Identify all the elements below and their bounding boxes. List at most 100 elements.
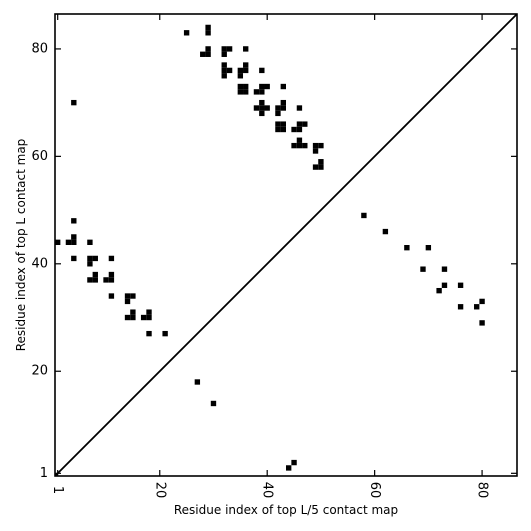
contact-point	[296, 126, 303, 133]
contact-point	[243, 46, 249, 52]
contact-point	[312, 142, 319, 149]
contact-point	[92, 277, 98, 283]
contact-point	[318, 164, 324, 170]
contact-point	[108, 293, 115, 299]
contact-point	[210, 400, 217, 407]
contact-point	[275, 126, 281, 133]
y-axis-label: Residue index of top L contact map	[14, 139, 28, 352]
contact-point	[264, 83, 270, 90]
contact-point	[71, 255, 77, 262]
contact-point	[243, 62, 249, 68]
contact-point	[296, 105, 303, 111]
contact-point	[259, 83, 265, 90]
contact-point	[275, 105, 281, 111]
x-tick-label: 1	[50, 486, 65, 494]
contact-point	[280, 83, 286, 90]
y-axis-ticks: 1 20 40 60 80	[31, 41, 517, 481]
contact-point	[140, 314, 147, 321]
contact-point	[296, 137, 303, 143]
contact-point	[275, 110, 281, 117]
contact-point	[259, 99, 265, 106]
contact-point	[103, 277, 109, 283]
contact-point	[243, 89, 249, 95]
contact-point	[312, 148, 319, 154]
contact-point	[71, 234, 77, 240]
contact-point	[237, 73, 244, 79]
contact-point	[87, 239, 93, 245]
contact-point	[221, 46, 227, 52]
contact-point	[479, 320, 485, 326]
contact-point	[87, 261, 93, 267]
contact-point	[243, 67, 249, 74]
contact-point	[361, 212, 367, 219]
contact-point	[92, 255, 98, 262]
contact-point	[71, 239, 77, 245]
contact-point	[226, 46, 233, 52]
contact-point	[253, 105, 260, 111]
contact-point	[226, 67, 233, 74]
contact-point	[275, 121, 281, 127]
contact-point	[280, 99, 286, 106]
contact-point	[286, 465, 292, 471]
contact-point	[259, 110, 265, 117]
contact-point	[404, 245, 410, 251]
contact-point	[237, 67, 244, 74]
y-tick-label: 40	[31, 256, 48, 271]
contact-point	[71, 99, 77, 106]
contact-point	[183, 30, 190, 36]
contact-point	[259, 105, 265, 111]
contact-point	[280, 121, 286, 127]
contact-point	[474, 304, 480, 310]
contact-point	[71, 218, 77, 224]
y-tick-label: 80	[31, 41, 48, 56]
contact-point	[441, 282, 448, 288]
contact-point	[146, 330, 152, 337]
contact-point	[130, 309, 136, 315]
contact-point	[457, 282, 464, 288]
contact-point	[312, 164, 319, 170]
contact-point	[162, 330, 168, 337]
contact-point	[420, 266, 426, 272]
contact-point	[457, 304, 464, 310]
contact-point	[280, 126, 286, 133]
contact-markers	[55, 24, 485, 471]
contact-point	[291, 459, 297, 466]
contact-point	[221, 62, 227, 68]
contact-point	[130, 293, 136, 299]
contact-point	[291, 126, 297, 133]
y-tick-label: 60	[31, 149, 48, 164]
contact-point	[436, 287, 442, 294]
contact-point	[130, 314, 136, 321]
contact-point	[280, 105, 286, 111]
diagonal-line	[54, 13, 518, 477]
contact-point	[108, 277, 115, 283]
y-tick-label: 20	[31, 364, 48, 379]
contact-point	[318, 142, 324, 149]
contact-point	[318, 159, 324, 165]
contact-point	[124, 293, 131, 299]
plot-frame	[54, 13, 518, 477]
contact-point	[382, 228, 389, 235]
contact-point	[65, 239, 72, 245]
contact-point	[296, 142, 303, 149]
contact-point	[205, 51, 211, 57]
contact-point	[253, 89, 260, 95]
x-tick-label: 20	[152, 482, 167, 499]
contact-point	[259, 89, 265, 95]
contact-point	[441, 266, 448, 272]
contact-point	[205, 30, 211, 36]
contact-point	[302, 121, 308, 127]
x-axis-ticks: 1 20 40 60 80	[50, 14, 490, 499]
y-tick-label: 1	[40, 466, 48, 481]
contact-point	[221, 51, 227, 57]
contact-point	[194, 379, 201, 385]
contact-point	[425, 245, 432, 251]
contact-point	[124, 298, 131, 305]
contact-point	[108, 271, 115, 278]
contact-point	[205, 46, 211, 52]
contact-point	[146, 309, 152, 315]
x-tick-label: 40	[260, 482, 275, 499]
contact-point	[124, 314, 131, 321]
contact-point	[221, 67, 227, 74]
